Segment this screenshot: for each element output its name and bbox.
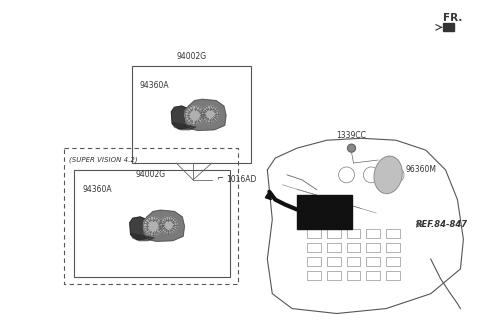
Bar <box>132 66 252 163</box>
Circle shape <box>348 144 356 152</box>
Polygon shape <box>265 192 271 200</box>
Polygon shape <box>185 99 226 130</box>
Bar <box>347 271 360 280</box>
Bar <box>74 170 230 277</box>
Bar <box>366 271 380 280</box>
Bar <box>307 271 321 280</box>
Bar <box>327 257 341 266</box>
Bar <box>347 257 360 266</box>
Polygon shape <box>131 234 154 241</box>
Text: 96360M: 96360M <box>406 165 437 174</box>
Polygon shape <box>185 106 204 125</box>
Bar <box>64 148 238 284</box>
Bar <box>327 271 341 280</box>
Text: FR.: FR. <box>443 13 462 24</box>
Text: 1016AD: 1016AD <box>226 175 256 184</box>
Text: REF.84-847: REF.84-847 <box>416 220 468 229</box>
Bar <box>386 243 400 252</box>
Polygon shape <box>144 210 184 241</box>
Polygon shape <box>172 123 196 130</box>
Polygon shape <box>202 106 219 123</box>
Bar <box>366 257 380 266</box>
Bar <box>386 271 400 280</box>
Bar <box>327 243 341 252</box>
Text: 94002G: 94002G <box>177 52 207 61</box>
Bar <box>307 257 321 266</box>
Polygon shape <box>171 106 193 129</box>
Bar <box>347 243 360 252</box>
Bar <box>443 24 455 31</box>
Polygon shape <box>130 217 151 240</box>
Bar <box>347 229 360 238</box>
Polygon shape <box>160 216 177 233</box>
Bar <box>386 229 400 238</box>
Ellipse shape <box>374 156 402 194</box>
Bar <box>307 229 321 238</box>
Text: 1339CC: 1339CC <box>336 131 366 140</box>
Text: (SUPER VISION 4.2): (SUPER VISION 4.2) <box>69 156 138 163</box>
Bar <box>297 195 351 229</box>
Text: 94360A: 94360A <box>82 185 112 194</box>
Bar <box>386 257 400 266</box>
Text: 94360A: 94360A <box>140 81 169 90</box>
Bar <box>327 229 341 238</box>
Bar <box>366 229 380 238</box>
Text: 94002G: 94002G <box>135 170 166 179</box>
Bar <box>366 243 380 252</box>
Polygon shape <box>144 216 162 235</box>
Bar <box>307 243 321 252</box>
Text: ⌐: ⌐ <box>216 174 223 183</box>
